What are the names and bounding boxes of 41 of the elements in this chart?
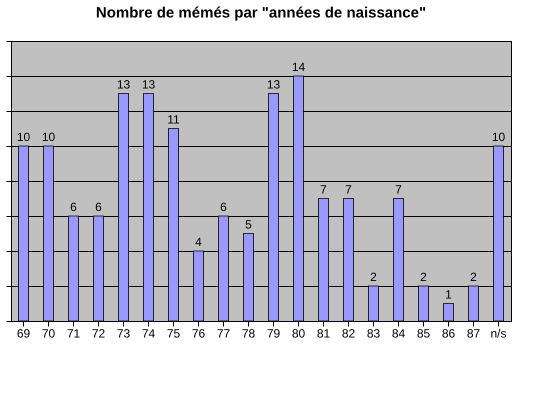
x-tick-label: 71 (66, 326, 80, 340)
data-label: 10 (42, 130, 56, 144)
data-label: 11 (167, 112, 180, 126)
x-tick-label: 74 (142, 326, 156, 340)
x-tick-label: 80 (292, 326, 306, 340)
x-tick-label: 72 (92, 326, 106, 340)
data-label: 5 (245, 218, 252, 232)
data-label: 10 (16, 130, 30, 144)
data-label: 14 (292, 60, 306, 74)
x-tick-label: 87 (466, 326, 480, 340)
x-tick-label: 69 (16, 326, 30, 340)
data-label: 1 (445, 288, 452, 302)
x-tick-label: 83 (366, 326, 380, 340)
x-tick-label: 84 (392, 326, 406, 340)
x-tick-label: 78 (242, 326, 256, 340)
x-tick-label: 82 (342, 326, 356, 340)
data-label: 2 (420, 270, 428, 284)
data-label: 7 (345, 182, 352, 196)
x-tick-label: 77 (216, 326, 230, 340)
chart-title: Nombre de mémés par "années de naissance" (96, 4, 426, 22)
x-tick-label: n/s (490, 326, 507, 340)
data-label: 7 (395, 182, 402, 196)
data-label: 6 (220, 200, 228, 214)
data-label: 13 (116, 78, 130, 92)
x-tick-label: 86 (442, 326, 456, 340)
x-tick-label: 75 (166, 326, 180, 340)
data-label: 10 (492, 130, 506, 144)
data-label: 6 (70, 200, 78, 214)
data-label: 13 (266, 78, 280, 92)
data-label: 4 (195, 235, 202, 249)
x-tick-label: 81 (316, 326, 330, 340)
x-tick-label: 85 (416, 326, 430, 340)
x-tick-label: 70 (42, 326, 56, 340)
x-tick-label: 79 (266, 326, 280, 340)
data-label: 6 (95, 200, 102, 214)
data-label: 13 (142, 78, 156, 92)
data-label: 2 (370, 270, 378, 284)
data-label: 2 (470, 270, 478, 284)
x-tick-label: 73 (116, 326, 130, 340)
data-label: 7 (320, 182, 328, 196)
x-tick-label: 76 (192, 326, 206, 340)
